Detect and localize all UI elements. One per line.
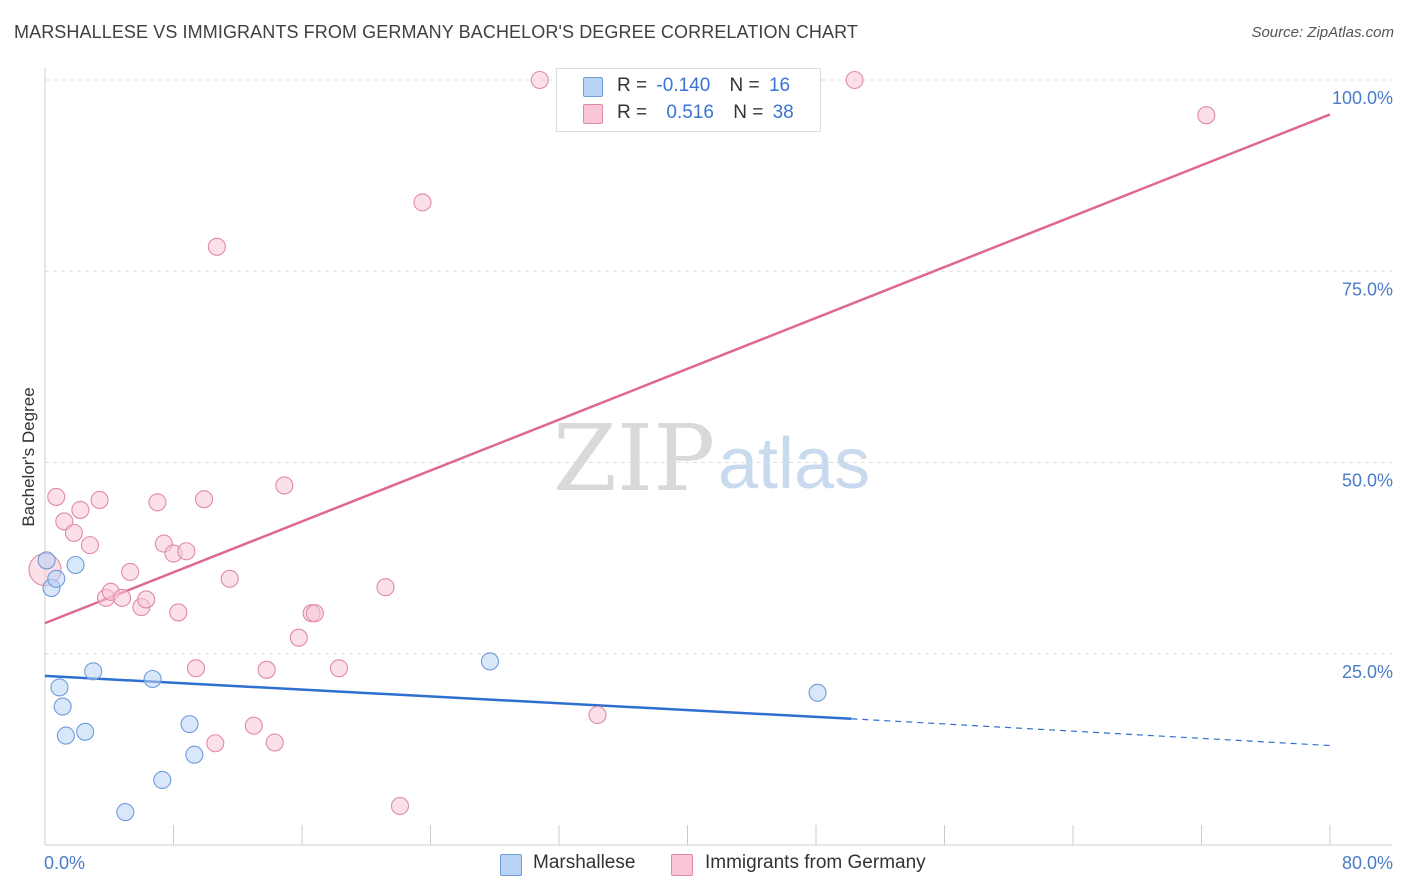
point-germany xyxy=(178,543,195,560)
bottom-legend-swatch-germany xyxy=(671,854,693,876)
point-marshallese xyxy=(154,771,171,788)
trend-line-germany xyxy=(45,114,1330,623)
point-germany xyxy=(207,735,224,752)
y-tick-label: 100.0% xyxy=(1332,88,1393,108)
point-germany xyxy=(187,660,204,677)
point-germany xyxy=(846,72,863,89)
legend-r-value: -0.140 xyxy=(656,75,710,96)
legend-n-value: 38 xyxy=(773,102,794,123)
point-germany xyxy=(290,629,307,646)
correlation-legend: R = -0.140 N = 16 R = 0.516 N = 38 xyxy=(556,68,821,132)
watermark-zip: ZIP xyxy=(553,405,715,512)
point-germany xyxy=(48,488,65,505)
point-marshallese xyxy=(57,727,74,744)
legend-swatch-marshallese xyxy=(583,77,603,97)
point-germany xyxy=(65,524,82,541)
bottom-legend-label-marshallese: Marshallese xyxy=(533,852,635,874)
point-germany xyxy=(377,579,394,596)
point-germany xyxy=(122,563,139,580)
point-marshallese xyxy=(77,723,94,740)
legend-n-label: N = xyxy=(733,102,763,123)
point-germany xyxy=(1198,107,1215,124)
point-marshallese xyxy=(481,653,498,670)
point-germany xyxy=(306,605,323,622)
point-marshallese xyxy=(38,552,55,569)
watermark: ZIP atlas xyxy=(553,405,870,512)
point-germany xyxy=(589,706,606,723)
point-marshallese xyxy=(48,570,65,587)
x-tick-label: 80.0% xyxy=(1342,853,1393,873)
point-germany xyxy=(276,477,293,494)
point-germany xyxy=(81,537,98,554)
point-marshallese xyxy=(54,698,71,715)
point-marshallese xyxy=(67,557,84,574)
scatter-chart: ZIP atlas 25.0% 50.0% 75.0% 100.0% 0.0% 80.0%… xyxy=(0,0,1406,892)
x-tick-label: 0.0% xyxy=(44,853,85,873)
point-germany xyxy=(72,501,89,518)
point-germany xyxy=(196,491,213,508)
point-germany xyxy=(391,797,408,814)
point-germany xyxy=(149,494,166,511)
point-germany xyxy=(531,72,548,89)
legend-r-label: R = xyxy=(617,75,647,96)
point-germany xyxy=(170,604,187,621)
point-marshallese xyxy=(181,716,198,733)
point-germany xyxy=(414,194,431,211)
point-marshallese xyxy=(117,804,134,821)
trend-line-extension xyxy=(851,719,1330,746)
y-axis-label: Bachelor's Degree xyxy=(19,387,38,526)
legend-n-value: 16 xyxy=(769,75,790,96)
legend-swatch-germany xyxy=(583,104,603,124)
y-tick-label: 75.0% xyxy=(1342,279,1393,299)
point-marshallese xyxy=(144,670,161,687)
point-germany xyxy=(258,661,275,678)
point-germany xyxy=(138,591,155,608)
y-tick-label: 25.0% xyxy=(1342,662,1393,682)
point-germany xyxy=(208,238,225,255)
y-tick-label: 50.0% xyxy=(1342,471,1393,491)
trend-line-marshallese xyxy=(45,676,851,719)
legend-r-value: 0.516 xyxy=(666,102,714,123)
point-marshallese xyxy=(809,684,826,701)
legend-n-label: N = xyxy=(730,75,760,96)
point-germany xyxy=(221,570,238,587)
point-germany xyxy=(91,491,108,508)
bottom-legend-label-germany: Immigrants from Germany xyxy=(705,852,926,874)
point-germany xyxy=(330,660,347,677)
bottom-legend-swatch-marshallese xyxy=(500,854,522,876)
point-marshallese xyxy=(51,679,68,696)
point-marshallese xyxy=(85,663,102,680)
point-germany xyxy=(266,734,283,751)
point-germany xyxy=(114,589,131,606)
point-germany xyxy=(245,717,262,734)
point-marshallese xyxy=(186,746,203,763)
gridlines xyxy=(45,80,1392,654)
watermark-atlas: atlas xyxy=(718,424,870,504)
legend-r-label: R = xyxy=(617,102,647,123)
